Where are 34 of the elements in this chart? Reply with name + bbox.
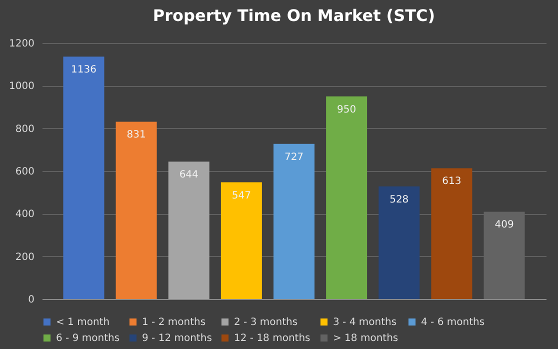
bar xyxy=(378,186,420,299)
y-tick-label: 400 xyxy=(15,209,34,220)
data-label: 1136 xyxy=(71,64,96,76)
y-tick-label: 0 xyxy=(28,294,34,306)
data-label: 644 xyxy=(179,170,198,181)
bar xyxy=(326,96,368,299)
y-tick-label: 1200 xyxy=(9,38,34,50)
bar xyxy=(63,56,104,299)
data-label: 409 xyxy=(494,220,514,231)
bar xyxy=(274,144,314,299)
data-label: 528 xyxy=(390,194,409,206)
y-tick-label: 1000 xyxy=(9,81,34,92)
data-label: 547 xyxy=(232,190,251,202)
legend-label: 12 - 18 months xyxy=(234,333,310,344)
data-label: 950 xyxy=(337,104,356,116)
data-label: 831 xyxy=(126,130,146,141)
y-tick-label: 800 xyxy=(15,124,34,135)
chart-title: Property Time On Market (STC) xyxy=(152,6,436,25)
legend-label: 3 - 4 months xyxy=(333,317,397,328)
data-label: 727 xyxy=(284,152,304,163)
legend-label: 9 - 12 months xyxy=(142,333,212,344)
legend-label: 6 - 9 months xyxy=(56,333,120,344)
y-tick-label: 600 xyxy=(15,166,34,178)
legend-label: 1 - 2 months xyxy=(142,317,206,328)
bar xyxy=(168,162,210,299)
data-label: 613 xyxy=(442,176,462,188)
bar xyxy=(220,182,262,299)
legend-label: < 1 month xyxy=(56,317,110,328)
legend-label: 4 - 6 months xyxy=(421,317,485,328)
legend-label: > 18 months xyxy=(333,333,398,344)
bar xyxy=(431,168,472,299)
bar xyxy=(116,122,157,299)
legend-label: 2 - 3 months xyxy=(234,317,298,328)
y-tick-label: 200 xyxy=(15,252,34,263)
